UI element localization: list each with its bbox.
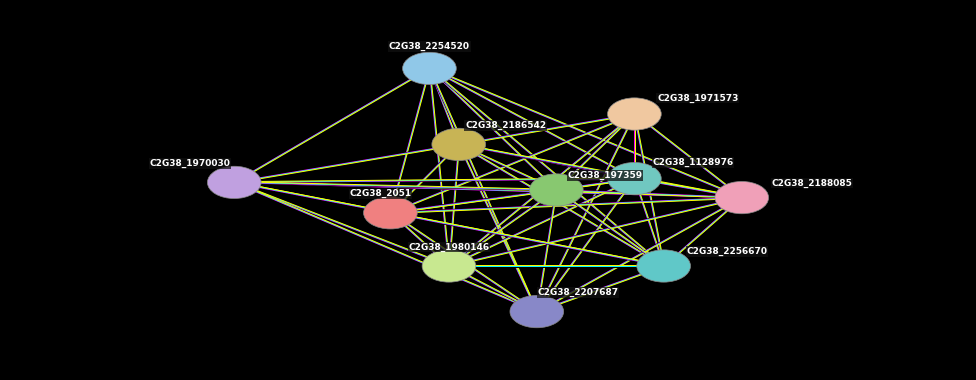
Ellipse shape	[607, 163, 662, 195]
Ellipse shape	[714, 182, 769, 214]
Ellipse shape	[403, 52, 456, 85]
Text: C2G38_1128976: C2G38_1128976	[652, 158, 734, 167]
Text: C2G38_1970030: C2G38_1970030	[150, 159, 230, 168]
Text: C2G38_2188085: C2G38_2188085	[772, 179, 852, 188]
Text: C2G38_2207687: C2G38_2207687	[537, 288, 619, 297]
Ellipse shape	[364, 197, 418, 229]
Ellipse shape	[431, 128, 485, 161]
Ellipse shape	[637, 250, 691, 282]
Text: C2G38_2256670: C2G38_2256670	[687, 247, 767, 256]
Text: C2G38_2254520: C2G38_2254520	[389, 42, 469, 51]
Ellipse shape	[207, 166, 262, 198]
Text: C2G38_1971573: C2G38_1971573	[657, 93, 739, 103]
Text: C2G38_197359: C2G38_197359	[568, 171, 642, 180]
Ellipse shape	[607, 98, 662, 130]
Ellipse shape	[510, 296, 564, 328]
Text: C2G38_2051: C2G38_2051	[349, 189, 412, 198]
Text: C2G38_2186542: C2G38_2186542	[465, 121, 547, 130]
Ellipse shape	[529, 174, 584, 206]
Ellipse shape	[423, 250, 476, 282]
Text: C2G38_1980146: C2G38_1980146	[408, 242, 490, 252]
